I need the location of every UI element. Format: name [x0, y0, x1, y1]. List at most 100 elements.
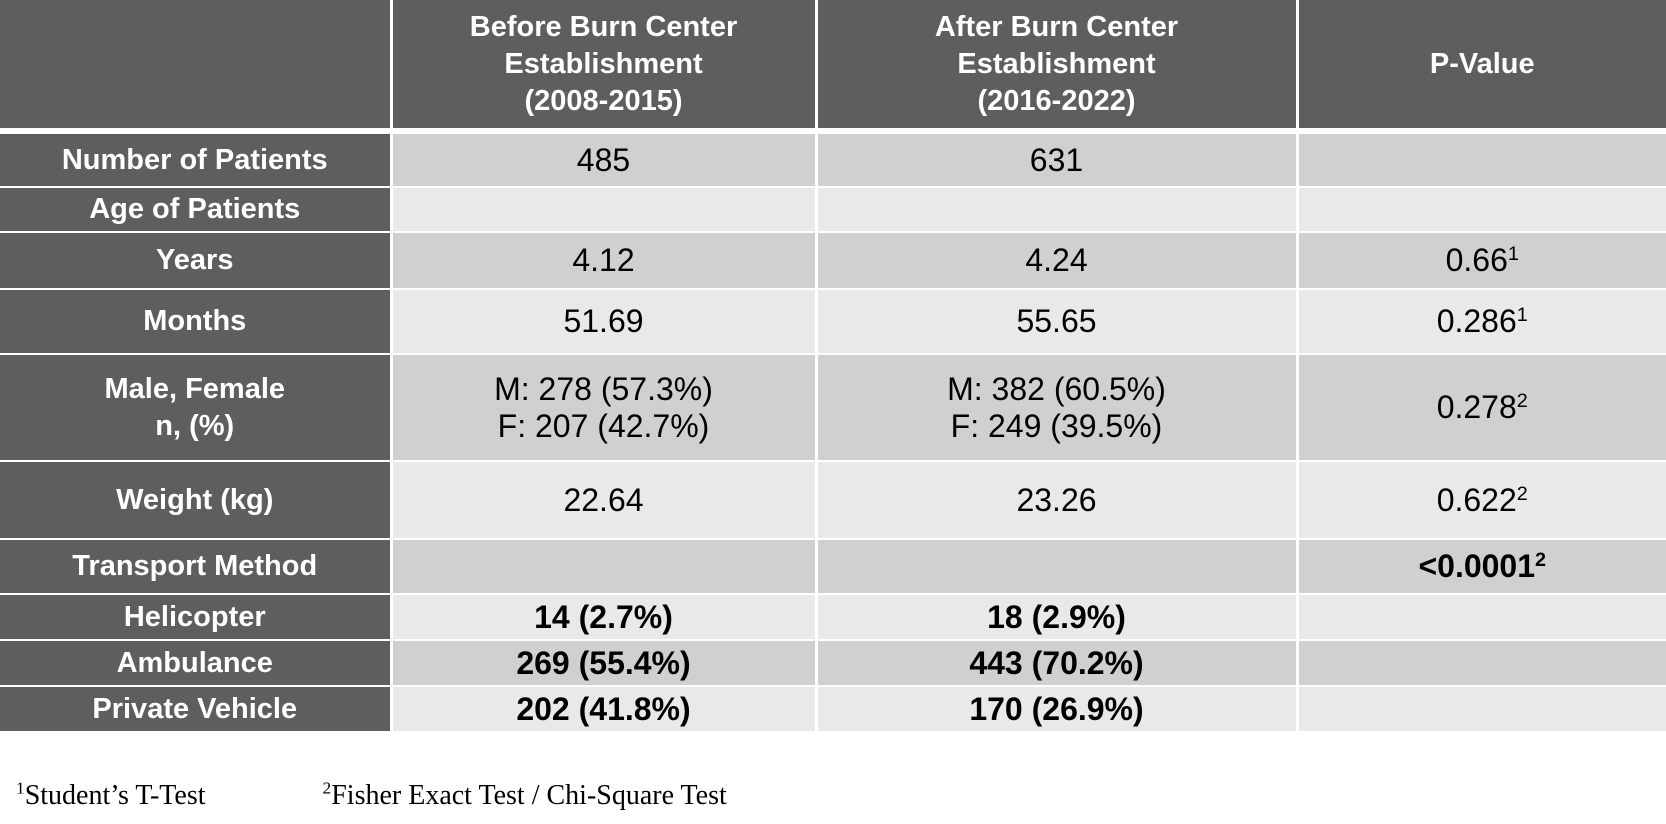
row-label-line: Months: [143, 305, 247, 337]
cell-before-line: F: 207 (42.7%): [497, 407, 710, 444]
p-value-test-marker: 1: [1516, 304, 1528, 327]
comparison-table: Before Burn Center Establishment (2008-2…: [0, 0, 1666, 731]
row-label-number-of-patients: Number of Patients: [0, 131, 393, 188]
cell-before: 202 (41.8%): [391, 686, 818, 731]
p-value-test-marker: 2: [1516, 390, 1528, 413]
cell-after-line: 631: [1029, 141, 1084, 178]
footnote-2-marker: 2: [322, 778, 332, 798]
table-row: Helicopter 14 (2.7%) 18 (2.9%): [0, 594, 1666, 641]
cell-before-line: 14 (2.7%): [534, 598, 673, 635]
footnote-2-text: Fisher Exact Test / Chi-Square Test: [331, 780, 727, 811]
header-after-line: (2016-2022): [977, 84, 1136, 117]
cell-p-value: <0.00012: [1297, 539, 1666, 595]
cell-before: 22.64: [391, 461, 818, 540]
table-row: Weight (kg) 22.64 23.26 0.6222: [0, 461, 1666, 540]
cell-after: 18 (2.9%): [816, 594, 1299, 641]
header-before-line: Before Burn Center: [469, 10, 738, 43]
table-row: Male, Female n, (%) M: 278 (57.3%) F: 207 (…: [0, 354, 1666, 462]
cell-before: [391, 187, 818, 233]
cell-p-value: [1297, 640, 1666, 687]
footnote-1-text: Student’s T-Test: [24, 780, 206, 811]
header-before-line: Establishment: [504, 47, 703, 80]
cell-before-line: 269 (55.4%): [516, 644, 691, 681]
cell-after: 4.24: [816, 232, 1299, 290]
cell-after-line: 4.24: [1025, 242, 1088, 278]
row-label-helicopter: Helicopter: [0, 594, 393, 641]
header-after-line: After Burn Center: [934, 10, 1179, 43]
cell-before-line: 51.69: [563, 303, 644, 339]
footnotes: 1Student’s T-Test 2Fisher Exact Test / C…: [16, 778, 727, 812]
header-before-line: (2008-2015): [524, 84, 683, 117]
p-value-text: 0.286: [1436, 303, 1517, 339]
table-row: Number of Patients 485 631: [0, 131, 1666, 188]
table-row: Months 51.69 55.65 0.2861: [0, 289, 1666, 355]
footnote-1-marker: 1: [16, 778, 25, 798]
header-before-burn-center: Before Burn Center Establishment (2008-2…: [391, 0, 818, 134]
table-row: Transport Method <0.00012: [0, 539, 1666, 595]
row-label-line: Transport Method: [72, 550, 318, 582]
row-label-line: n, (%): [155, 409, 235, 442]
table-row: Private Vehicle 202 (41.8%) 170 (26.9%): [0, 686, 1666, 731]
cell-before: M: 278 (57.3%) F: 207 (42.7%): [391, 354, 818, 462]
row-label-line: Weight (kg): [116, 483, 274, 516]
cell-before-line: 202 (41.8%): [516, 690, 691, 727]
header-p-value: P-Value: [1297, 0, 1666, 134]
cell-after: [816, 187, 1299, 233]
footnote-2: 2Fisher Exact Test / Chi-Square Test: [322, 778, 727, 812]
cell-after-line: M: 382 (60.5%): [947, 370, 1166, 407]
cell-p-value: [1297, 594, 1666, 641]
row-label-private-vehicle: Private Vehicle: [0, 686, 393, 731]
cell-p-value: [1297, 131, 1666, 188]
table-row: Age of Patients: [0, 187, 1666, 233]
row-label-ambulance: Ambulance: [0, 640, 393, 687]
table-header-row: Before Burn Center Establishment (2008-2…: [0, 0, 1666, 134]
cell-p-value: [1297, 686, 1666, 731]
cell-after: 443 (70.2%): [816, 640, 1299, 687]
row-label-line: Number of Patients: [61, 143, 328, 176]
cell-before: 14 (2.7%): [391, 594, 818, 641]
p-value-text: 0.622: [1436, 481, 1517, 518]
row-label-male-female-n: Male, Female n, (%): [0, 354, 393, 462]
cell-before: 4.12: [391, 232, 818, 290]
cell-p-value: 0.2861: [1297, 289, 1666, 355]
row-label-line: Ambulance: [116, 646, 273, 679]
cell-p-value: 0.2782: [1297, 354, 1666, 462]
cell-before: 269 (55.4%): [391, 640, 818, 687]
header-after-burn-center: After Burn Center Establishment (2016-20…: [816, 0, 1299, 134]
cell-before-line: 485: [576, 141, 631, 178]
cell-after: 631: [816, 131, 1299, 188]
cell-before-line: 22.64: [563, 481, 644, 518]
header-after-line: Establishment: [957, 47, 1156, 80]
row-label-years: Years: [0, 232, 393, 290]
table-row: Years 4.12 4.24 0.661: [0, 232, 1666, 290]
cell-after: [816, 539, 1299, 595]
p-value-test-marker: 2: [1535, 549, 1547, 572]
cell-after-line: 23.26: [1016, 481, 1097, 518]
row-label-weight-kg: Weight (kg): [0, 461, 393, 540]
cell-before-line: M: 278 (57.3%): [494, 370, 713, 407]
footnote-1: 1Student’s T-Test: [16, 778, 206, 812]
p-value-text: 0.278: [1436, 389, 1517, 425]
row-label-months: Months: [0, 289, 393, 355]
row-label-line: Male, Female: [104, 372, 286, 405]
cell-after: 170 (26.9%): [816, 686, 1299, 731]
cell-p-value: [1297, 187, 1666, 233]
cell-after-line: 18 (2.9%): [987, 598, 1126, 635]
cell-p-value: 0.6222: [1297, 461, 1666, 540]
p-value-text: 0.66: [1445, 242, 1508, 278]
cell-before: 485: [391, 131, 818, 188]
p-value-test-marker: 2: [1516, 482, 1528, 505]
cell-after-line: F: 249 (39.5%): [950, 407, 1163, 444]
header-corner-cell: [0, 0, 393, 134]
cell-after-line: 55.65: [1016, 303, 1097, 339]
cell-before: [391, 539, 818, 595]
row-label-transport-method: Transport Method: [0, 539, 393, 595]
row-label-line: Private Vehicle: [92, 692, 298, 725]
cell-after: 23.26: [816, 461, 1299, 540]
p-value-test-marker: 1: [1507, 243, 1519, 266]
table-body: Number of Patients 485 631 Age of Patients Y…: [0, 131, 1666, 731]
cell-before: 51.69: [391, 289, 818, 355]
p-value-text: <0.0001: [1418, 548, 1536, 584]
row-label-line: Age of Patients: [89, 193, 301, 225]
cell-after-line: 443 (70.2%): [969, 644, 1144, 681]
